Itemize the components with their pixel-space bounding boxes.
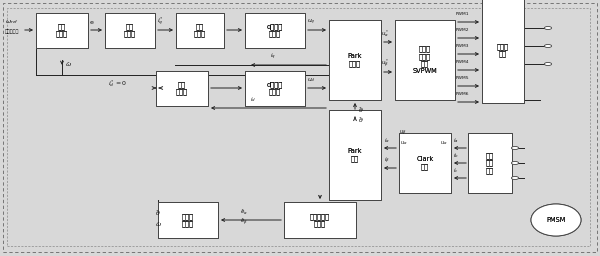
Circle shape [544, 26, 551, 29]
Text: $\hat{\theta}$: $\hat{\theta}$ [155, 208, 161, 218]
Ellipse shape [531, 204, 581, 236]
Text: $u_d$: $u_d$ [307, 76, 316, 84]
Text: q轴电流
控制器: q轴电流 控制器 [267, 23, 283, 37]
Text: q轴电流
控制器: q轴电流 控制器 [267, 23, 283, 37]
Bar [468, 133, 512, 193]
Text: $u_\alpha^*$: $u_\alpha^*$ [381, 29, 389, 39]
Text: $u_\alpha$: $u_\alpha$ [400, 139, 408, 147]
Text: $i_\alpha$: $i_\alpha$ [384, 136, 390, 145]
Text: 分数阶
锁相环: 分数阶 锁相环 [182, 213, 194, 227]
Text: 空间矢
量脉宽
调制
SVPWM: 空间矢 量脉宽 调制 SVPWM [413, 46, 437, 74]
Text: $u_q$: $u_q$ [307, 17, 316, 27]
Bar [105, 13, 155, 48]
Text: PWM3: PWM3 [456, 44, 470, 48]
Text: Park
逆变换: Park 逆变换 [348, 53, 362, 67]
Text: PWM5: PWM5 [456, 76, 470, 80]
Circle shape [544, 45, 551, 48]
Bar [482, 0, 524, 102]
Text: Clark
变换: Clark 变换 [416, 156, 434, 170]
Text: $i_q^*$: $i_q^*$ [157, 16, 164, 28]
Text: $i_c$: $i_c$ [453, 167, 458, 175]
Text: Park
变换: Park 变换 [348, 148, 362, 162]
Text: 电流
采集
模块: 电流 采集 模块 [486, 152, 494, 174]
Bar [245, 13, 305, 48]
Bar [482, 0, 524, 102]
Circle shape [511, 146, 518, 150]
Text: 分数阶
锁相环: 分数阶 锁相环 [182, 213, 194, 227]
Bar [399, 133, 451, 193]
Bar [395, 20, 455, 100]
Bar [329, 110, 381, 200]
Text: 第一
比较器: 第一 比较器 [56, 23, 68, 37]
Text: $\hat{\theta}$: $\hat{\theta}$ [358, 115, 364, 125]
Text: $u_\beta$: $u_\beta$ [399, 129, 407, 138]
Text: PWM2: PWM2 [456, 28, 470, 32]
Text: PMSM: PMSM [547, 217, 566, 223]
Text: $i_d^*=0$: $i_d^*=0$ [108, 79, 127, 89]
Bar [176, 13, 224, 48]
Text: d轴电流
控制器: d轴电流 控制器 [267, 81, 283, 95]
Text: 速度给定值: 速度给定值 [5, 29, 19, 35]
Text: 第三
比较器: 第三 比较器 [176, 81, 188, 95]
Text: Park
逆变换: Park 逆变换 [348, 53, 362, 67]
Text: $i_d$: $i_d$ [250, 95, 256, 104]
Text: PMSM: PMSM [547, 217, 566, 223]
Text: 三相逆
变器: 三相逆 变器 [497, 43, 509, 57]
Text: e: e [90, 19, 94, 25]
Text: 电流
采集
模块: 电流 采集 模块 [486, 152, 494, 174]
Bar [176, 13, 224, 48]
Text: 转速
调节器: 转速 调节器 [124, 23, 136, 37]
Circle shape [511, 162, 518, 165]
Text: d轴电流
控制器: d轴电流 控制器 [267, 81, 283, 95]
Text: PWM6: PWM6 [456, 92, 470, 96]
Text: $i_q$: $i_q$ [270, 52, 276, 62]
Text: PWM4: PWM4 [456, 60, 470, 64]
Bar [245, 70, 305, 105]
Text: 空间矢
量脉宽
调制
SVPWM: 空间矢 量脉宽 调制 SVPWM [413, 46, 437, 74]
Bar [399, 133, 451, 193]
Text: 第二
比较器: 第二 比较器 [194, 23, 206, 37]
Text: $i_\beta$: $i_\beta$ [384, 156, 390, 166]
Bar [284, 202, 356, 238]
Bar [245, 70, 305, 105]
Bar [156, 70, 208, 105]
Bar [156, 70, 208, 105]
Text: $\hat{\omega}$: $\hat{\omega}$ [65, 61, 72, 69]
Text: $\hat{e}_\beta$: $\hat{e}_\beta$ [240, 217, 248, 227]
Text: $i_b$: $i_b$ [453, 152, 459, 161]
Bar [158, 202, 218, 238]
Circle shape [511, 176, 518, 179]
Text: 第二
比较器: 第二 比较器 [194, 23, 206, 37]
Text: PWM1: PWM1 [456, 12, 470, 16]
Text: $\omega_{ref}$: $\omega_{ref}$ [5, 18, 19, 26]
Text: Clark
变换: Clark 变换 [416, 156, 434, 170]
Text: 分数阶滑模
观测器: 分数阶滑模 观测器 [310, 213, 330, 227]
Bar [329, 20, 381, 100]
Bar [158, 202, 218, 238]
Text: 第一
比较器: 第一 比较器 [56, 23, 68, 37]
Bar [329, 110, 381, 200]
Text: 三相逆
变器: 三相逆 变器 [497, 43, 509, 57]
Bar [329, 20, 381, 100]
Text: $i_a$: $i_a$ [453, 136, 458, 145]
Bar [36, 13, 88, 48]
Bar [284, 202, 356, 238]
Bar [468, 133, 512, 193]
Text: 分数阶滑模
观测器: 分数阶滑模 观测器 [310, 213, 330, 227]
Text: $\hat{e}_\alpha$: $\hat{e}_\alpha$ [240, 207, 248, 217]
Bar [395, 20, 455, 100]
Text: 第三
比较器: 第三 比较器 [176, 81, 188, 95]
Bar [105, 13, 155, 48]
Text: Park
变换: Park 变换 [348, 148, 362, 162]
Ellipse shape [531, 204, 581, 236]
Text: $u_\beta^*$: $u_\beta^*$ [381, 58, 389, 70]
Text: $u_\alpha$: $u_\alpha$ [440, 139, 448, 147]
Text: 转速
调节器: 转速 调节器 [124, 23, 136, 37]
Text: $\hat{\omega}$: $\hat{\omega}$ [155, 221, 162, 229]
Bar [36, 13, 88, 48]
Circle shape [544, 62, 551, 66]
Bar [245, 13, 305, 48]
Text: $\hat{\theta}$: $\hat{\theta}$ [358, 105, 364, 115]
